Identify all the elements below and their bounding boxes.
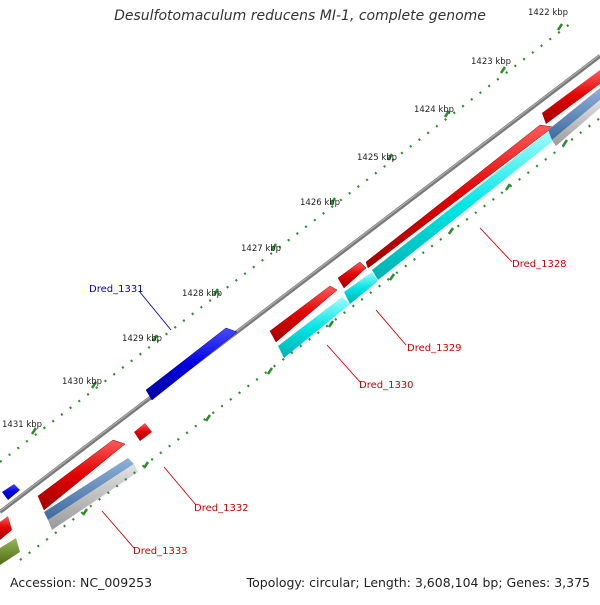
gene-arrow-small-blue[interactable] xyxy=(2,484,20,500)
gene-label-dred-1333[interactable]: Dred_1333 xyxy=(133,546,188,557)
gene-arrow-edge-red[interactable] xyxy=(0,516,12,540)
scale-major-ticks xyxy=(30,23,564,435)
feature-grey-right[interactable] xyxy=(552,100,600,146)
scale-label-1431: 1431 kbp xyxy=(2,420,42,430)
leader-lines xyxy=(101,227,513,549)
gene-arrow-dred-1332[interactable] xyxy=(134,423,152,441)
scale-label-1423: 1423 kbp xyxy=(471,57,511,67)
scale-label-1430: 1430 kbp xyxy=(62,377,102,387)
feature-steel-left[interactable] xyxy=(44,458,134,520)
feature-grey-left[interactable] xyxy=(48,464,138,530)
gene-label-dred-1331[interactable]: Dred_1331 xyxy=(89,284,144,295)
feature-cyan-1330[interactable] xyxy=(278,297,350,358)
accession-text: Accession: NC_009253 xyxy=(10,575,153,590)
map-title: Desulfotomaculum reducens MI-1, complete… xyxy=(114,8,486,24)
scale-label-1422: 1422 kbp xyxy=(528,8,568,18)
scale-label-1426: 1426 kbp xyxy=(300,198,340,208)
feature-cyan-1329[interactable] xyxy=(344,272,378,304)
scale-label-1425: 1425 kbp xyxy=(357,153,397,163)
scale-label-1424: 1424 kbp xyxy=(414,105,454,115)
inner-scale-track xyxy=(19,117,600,561)
gene-label-dred-1330[interactable]: Dred_1330 xyxy=(359,380,414,391)
gene-label-dred-1332[interactable]: Dred_1332 xyxy=(194,503,249,514)
gene-label-dred-1329[interactable]: Dred_1329 xyxy=(407,343,462,354)
feature-steel-right[interactable] xyxy=(548,88,600,140)
scale-label-1429: 1429 kbp xyxy=(122,334,162,344)
gene-label-dred-1328[interactable]: Dred_1328 xyxy=(512,259,567,270)
scale-label-1428: 1428 kbp xyxy=(182,289,222,299)
feature-cyan-1328[interactable] xyxy=(372,132,558,280)
scale-track: 1422 kbp 1423 kbp 1424 kbp 1425 kbp 1426… xyxy=(0,8,576,463)
scale-labels: 1422 kbp 1423 kbp 1424 kbp 1425 kbp 1426… xyxy=(2,8,568,430)
genome-summary-text: Topology: circular; Length: 3,608,104 bp… xyxy=(246,575,590,590)
gene-arrow-dred-1330[interactable] xyxy=(269,285,338,343)
gene-arrow-dred-1331[interactable] xyxy=(145,327,238,401)
gene-arrow-dred-1328[interactable] xyxy=(365,70,600,269)
scale-label-1427: 1427 kbp xyxy=(241,244,281,254)
gene-labels: Dred_1328 Dred_1329 Dred_1330 Dred_1331 … xyxy=(89,259,567,557)
genome-backbone xyxy=(0,54,600,514)
gene-arrow-dred-1329[interactable] xyxy=(337,261,367,289)
gene-arrow-dred-1333[interactable] xyxy=(37,439,126,511)
inner-scale-ticks xyxy=(81,139,569,516)
feature-olive-edge[interactable] xyxy=(0,538,20,565)
